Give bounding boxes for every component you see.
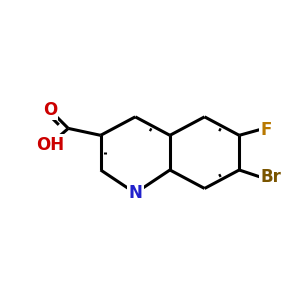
Text: F: F [260,121,272,139]
Text: Br: Br [260,168,281,186]
Text: O: O [43,101,57,119]
Text: OH: OH [36,136,64,154]
Text: N: N [128,184,142,202]
